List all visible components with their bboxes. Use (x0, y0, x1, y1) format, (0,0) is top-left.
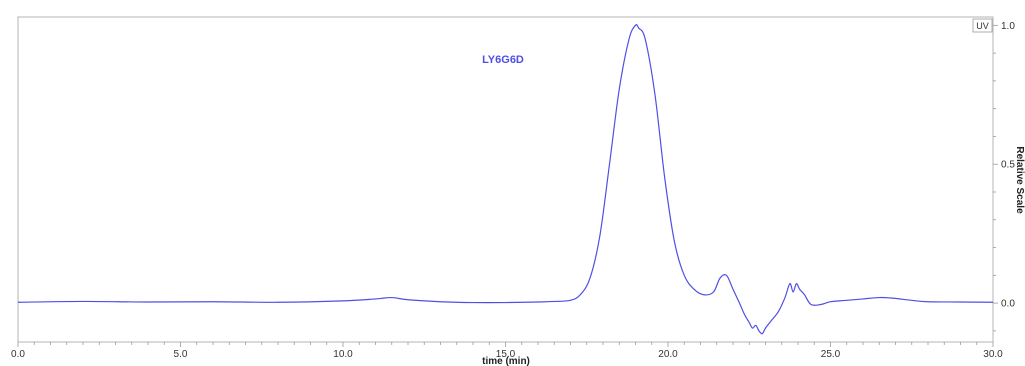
x-axis: 0.0 5.0 10.0 15.0 20.0 25.0 30.0 (11, 342, 1003, 360)
series-label: LY6G6D (482, 54, 524, 66)
y-axis-title: Relative Scale (1014, 146, 1025, 214)
uv-legend-text: UV (976, 21, 989, 31)
y-tick-label: 0.0 (1001, 299, 1015, 310)
series-line-ly6g6d (17, 24, 994, 335)
x-tick-label: 30.0 (983, 349, 1003, 360)
x-tick-label: 25.0 (821, 349, 841, 360)
x-tick-label: 5.0 (174, 349, 188, 360)
uv-legend-box (972, 18, 993, 33)
x-axis-title: time (min) (482, 356, 530, 366)
y-axis: 0.0 0.5 1.0 (993, 21, 1015, 332)
y-tick-label: 0.5 (1001, 160, 1015, 171)
x-tick-label: 10.0 (333, 349, 353, 360)
x-tick-label: 0.0 (11, 349, 25, 360)
series-layer (17, 24, 994, 335)
y-tick-label: 1.0 (1001, 21, 1015, 32)
uv-legend-tag: UV (972, 18, 993, 33)
x-tick-label: 20.0 (658, 349, 678, 360)
x-tick-label: 15.0 (496, 349, 516, 360)
